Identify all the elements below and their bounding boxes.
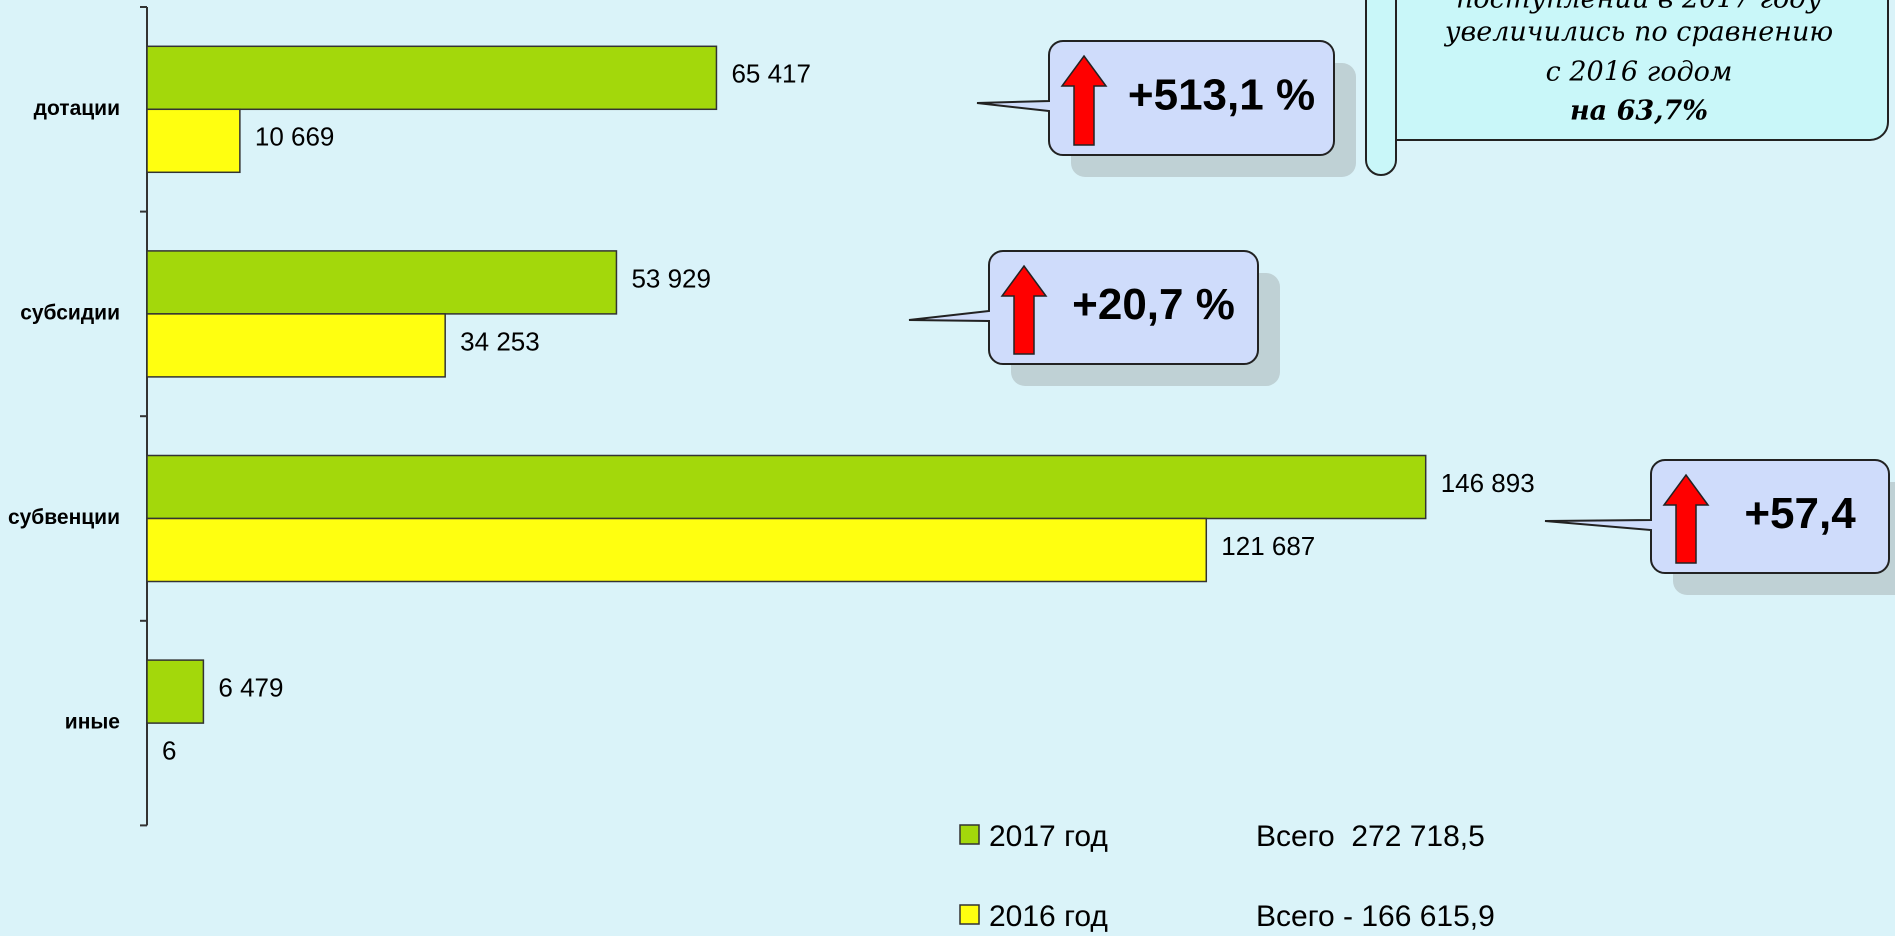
- legend-total: Всего - 166 615,9: [1256, 900, 1495, 933]
- bar: [146, 517, 1208, 583]
- legend-swatch: [959, 824, 980, 845]
- note-text: поступлений в 2017 году: [1456, 0, 1822, 15]
- category-label: субсидии: [20, 301, 120, 324]
- legend-label: 2016 год: [989, 900, 1108, 933]
- value-label: 53 929: [631, 263, 711, 293]
- note-text: на 63,7%: [1570, 96, 1708, 127]
- arrow-icon: [1662, 473, 1710, 564]
- callout: +57,4: [1544, 459, 1895, 595]
- callout-text: +20,7 %: [1072, 280, 1235, 329]
- note-text: увеличились по сравнению: [1444, 17, 1833, 48]
- legend-swatch: [959, 904, 980, 925]
- bar: [146, 313, 446, 378]
- callout-text: +513,1 %: [1128, 71, 1315, 120]
- category-label: субвенции: [8, 506, 120, 529]
- value-label: 121 687: [1221, 531, 1315, 561]
- category-label: дотации: [34, 97, 120, 120]
- callout-body: [976, 40, 1335, 156]
- category-label: иные: [65, 711, 120, 734]
- bar: [146, 108, 241, 174]
- note-box: [1365, 0, 1889, 176]
- bar: [146, 659, 205, 724]
- value-label: 10 669: [255, 122, 335, 152]
- legend-total: Всего 272 718,5: [1256, 820, 1485, 853]
- legend-label: 2017 год: [989, 820, 1108, 853]
- value-label: 6 479: [218, 672, 283, 702]
- value-label: 6: [162, 735, 176, 765]
- value-label: 34 253: [460, 326, 540, 356]
- callout-text: +57,4: [1744, 489, 1856, 538]
- callout-body: [908, 250, 1259, 365]
- value-label: 146 893: [1441, 468, 1535, 498]
- arrow-icon: [1000, 264, 1048, 355]
- bar: [146, 454, 1427, 520]
- bar: [146, 45, 718, 111]
- callout-body: [1544, 459, 1890, 574]
- bar: [146, 250, 618, 315]
- callout: +20,7 %: [908, 250, 1280, 386]
- arrow-icon: [1060, 54, 1108, 146]
- value-label: 65 417: [731, 59, 811, 89]
- callout: +513,1 %: [976, 40, 1356, 177]
- note-text: с 2016 годом: [1546, 57, 1733, 88]
